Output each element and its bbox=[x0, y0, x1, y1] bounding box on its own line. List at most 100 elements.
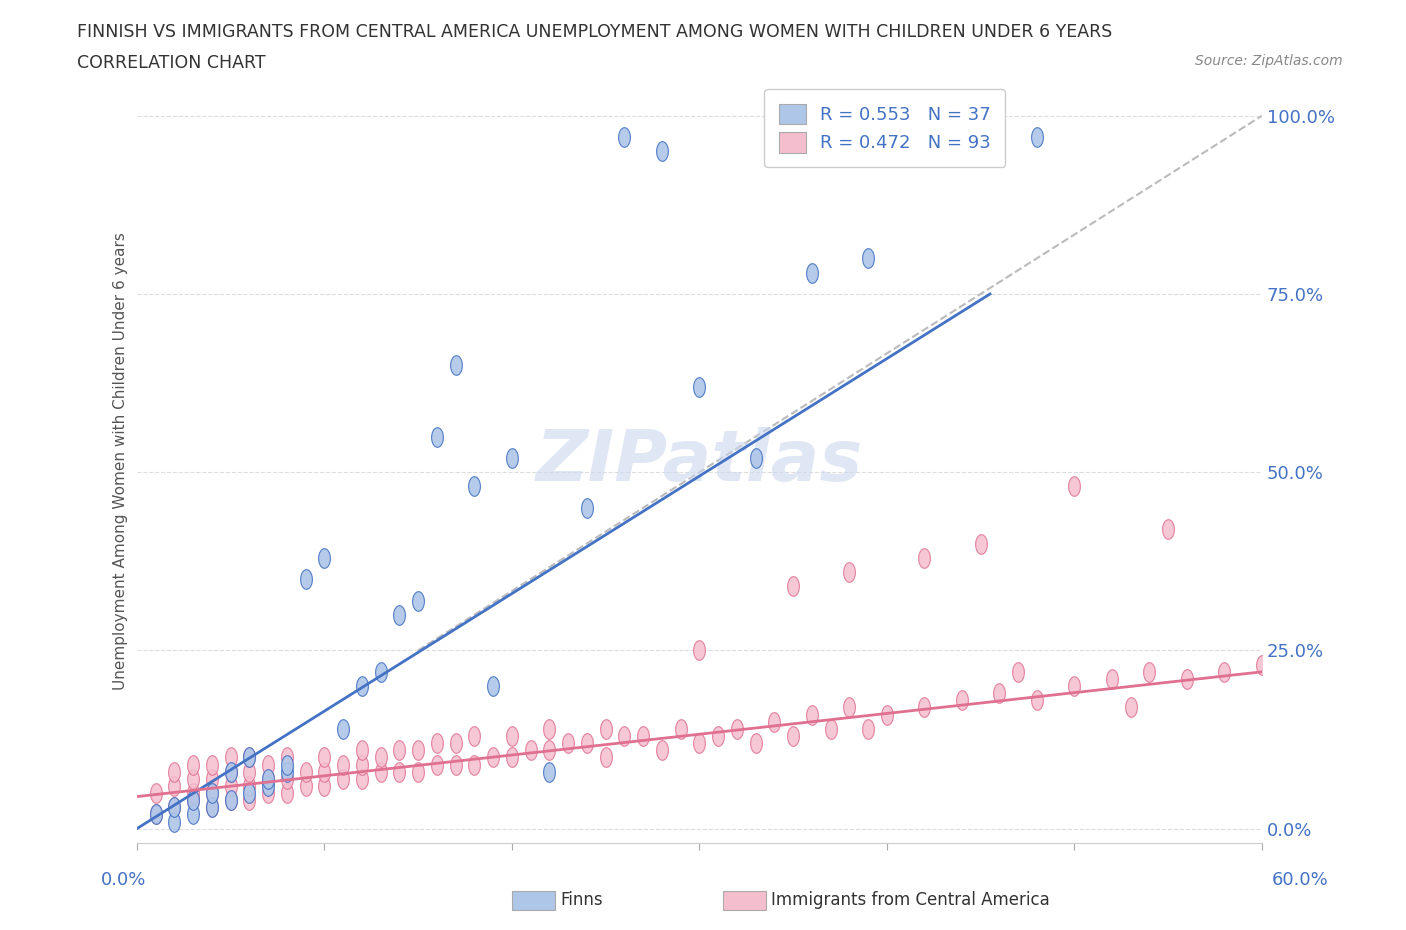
Point bbox=[181, 792, 204, 807]
Point bbox=[1007, 664, 1029, 679]
Point bbox=[1063, 479, 1085, 494]
Point bbox=[350, 679, 373, 694]
Point bbox=[370, 750, 392, 764]
Point bbox=[1175, 671, 1198, 686]
Point bbox=[145, 786, 167, 801]
Y-axis label: Unemployment Among Women with Children Under 6 years: Unemployment Among Women with Children U… bbox=[114, 232, 128, 690]
Point bbox=[557, 736, 579, 751]
Point bbox=[838, 565, 860, 579]
Point bbox=[332, 757, 354, 772]
Point bbox=[332, 771, 354, 786]
Point bbox=[1251, 658, 1274, 672]
Text: 0.0%: 0.0% bbox=[101, 871, 146, 889]
Point bbox=[332, 722, 354, 737]
Point bbox=[201, 786, 224, 801]
Legend: R = 0.553   N = 37, R = 0.472   N = 93: R = 0.553 N = 37, R = 0.472 N = 93 bbox=[765, 89, 1005, 167]
Point bbox=[219, 792, 242, 807]
Point bbox=[314, 750, 336, 764]
Point bbox=[370, 664, 392, 679]
Point bbox=[538, 743, 561, 758]
Point bbox=[314, 551, 336, 565]
Point bbox=[238, 778, 260, 793]
Point bbox=[257, 771, 280, 786]
Point bbox=[501, 750, 523, 764]
Point bbox=[406, 593, 429, 608]
Point bbox=[181, 807, 204, 822]
Point bbox=[388, 764, 411, 779]
Point bbox=[406, 743, 429, 758]
Point bbox=[426, 429, 449, 444]
Point bbox=[201, 771, 224, 786]
Point bbox=[163, 800, 186, 815]
Point bbox=[538, 722, 561, 737]
Point bbox=[181, 786, 204, 801]
Point bbox=[276, 771, 298, 786]
Text: FINNISH VS IMMIGRANTS FROM CENTRAL AMERICA UNEMPLOYMENT AMONG WOMEN WITH CHILDRE: FINNISH VS IMMIGRANTS FROM CENTRAL AMERI… bbox=[77, 23, 1112, 41]
Point bbox=[1137, 664, 1160, 679]
Point bbox=[1157, 522, 1180, 537]
Point bbox=[988, 685, 1011, 700]
Point bbox=[201, 757, 224, 772]
Point bbox=[782, 728, 804, 743]
Point bbox=[463, 479, 485, 494]
Point bbox=[463, 757, 485, 772]
Point bbox=[444, 757, 467, 772]
Point bbox=[932, 144, 955, 159]
Point bbox=[912, 700, 935, 715]
Point bbox=[595, 750, 617, 764]
Point bbox=[257, 786, 280, 801]
Point bbox=[1025, 129, 1047, 144]
Text: Immigrants from Central America: Immigrants from Central America bbox=[772, 891, 1050, 910]
Point bbox=[912, 551, 935, 565]
Point bbox=[575, 500, 598, 515]
Point bbox=[181, 771, 204, 786]
Point bbox=[651, 144, 673, 159]
Point bbox=[725, 722, 748, 737]
Point bbox=[388, 743, 411, 758]
Text: Source: ZipAtlas.com: Source: ZipAtlas.com bbox=[1195, 54, 1343, 68]
Point bbox=[219, 778, 242, 793]
Point bbox=[276, 764, 298, 779]
Point bbox=[294, 572, 316, 587]
Point bbox=[201, 800, 224, 815]
Point bbox=[688, 379, 710, 394]
Point bbox=[950, 693, 973, 708]
Point bbox=[1063, 679, 1085, 694]
Point bbox=[595, 722, 617, 737]
Point bbox=[1119, 700, 1142, 715]
Point bbox=[145, 807, 167, 822]
Point bbox=[276, 757, 298, 772]
Text: 60.0%: 60.0% bbox=[1272, 871, 1329, 889]
Point bbox=[856, 251, 879, 266]
Point bbox=[257, 778, 280, 793]
Point bbox=[145, 807, 167, 822]
Point bbox=[163, 778, 186, 793]
Point bbox=[876, 707, 898, 722]
Point bbox=[707, 728, 730, 743]
Point bbox=[463, 728, 485, 743]
Point bbox=[181, 792, 204, 807]
Point bbox=[763, 714, 786, 729]
Point bbox=[219, 764, 242, 779]
Point bbox=[276, 786, 298, 801]
Point bbox=[1101, 671, 1123, 686]
Text: CORRELATION CHART: CORRELATION CHART bbox=[77, 54, 266, 72]
Point bbox=[350, 757, 373, 772]
Point bbox=[1213, 664, 1236, 679]
Point bbox=[631, 728, 654, 743]
Point bbox=[519, 743, 541, 758]
Text: Finns: Finns bbox=[560, 891, 603, 910]
Point bbox=[969, 536, 991, 551]
Point bbox=[219, 764, 242, 779]
Point bbox=[575, 736, 598, 751]
Point bbox=[669, 722, 692, 737]
Point bbox=[820, 722, 842, 737]
Point bbox=[294, 778, 316, 793]
Point bbox=[501, 728, 523, 743]
Point bbox=[482, 750, 505, 764]
Point bbox=[257, 771, 280, 786]
Point bbox=[538, 764, 561, 779]
Point bbox=[238, 750, 260, 764]
Point bbox=[444, 358, 467, 373]
Point bbox=[314, 764, 336, 779]
